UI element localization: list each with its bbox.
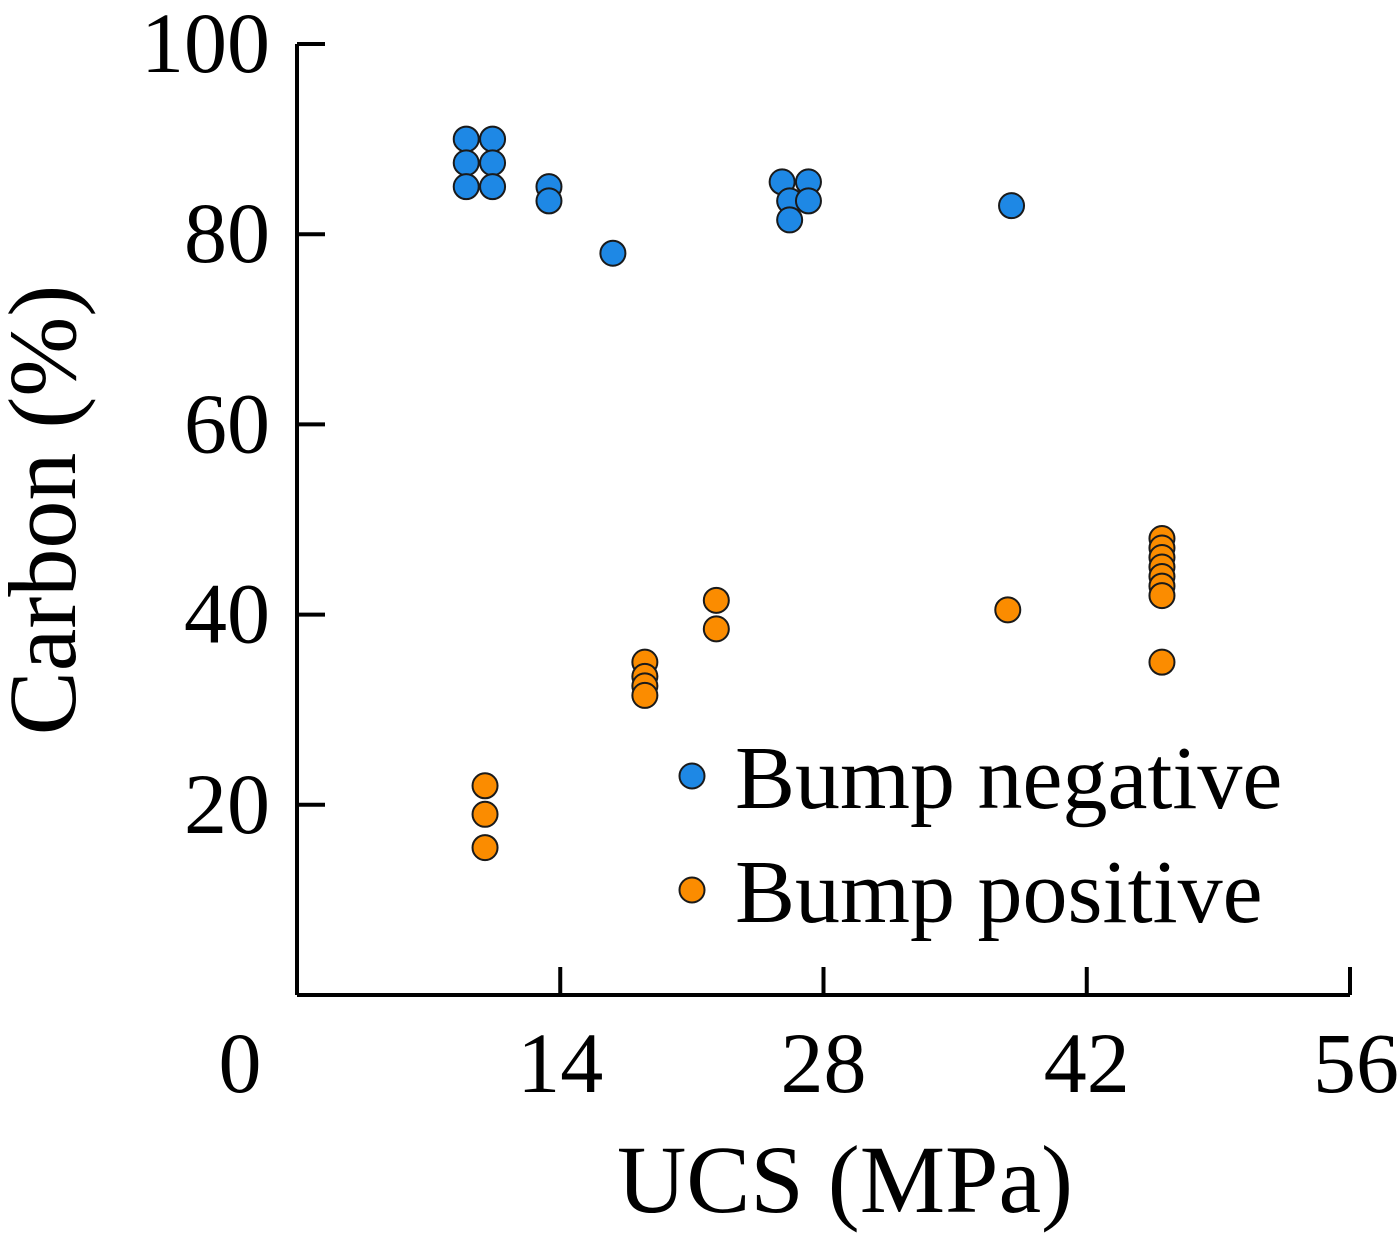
x-tick-label: 28: [781, 1015, 867, 1111]
y-tick-label: 40: [184, 566, 270, 662]
y-axis-ticks: 20 40 60 80 100: [141, 0, 325, 852]
bump-negative-point: [998, 192, 1026, 220]
bump-positive-point: [471, 772, 499, 800]
bump-negative-point: [452, 173, 480, 201]
bump-negative-point: [794, 187, 822, 215]
x-tick-label: 56: [1313, 1015, 1399, 1111]
x-tick-label: 14: [517, 1015, 603, 1111]
bump-negative-point: [452, 125, 480, 153]
bump-positive-point: [1148, 648, 1176, 676]
bump-negative-point: [479, 125, 507, 153]
bump-negative-point: [776, 206, 804, 234]
bump-negative-point: [535, 187, 563, 215]
bump-positive-point: [1148, 582, 1176, 610]
x-tick-label: 42: [1044, 1015, 1130, 1111]
bump-positive-point: [994, 596, 1022, 624]
bump-negative-point: [479, 149, 507, 177]
bump-positive-point: [702, 615, 730, 643]
y-axis-title: Carbon (%): [0, 285, 96, 736]
x-axis-ticks: 0 14 28 42 56: [219, 967, 1399, 1111]
y-tick-label: 20: [184, 756, 270, 852]
x-tick-label: 0: [219, 1015, 262, 1111]
bump-negative-point: [479, 173, 507, 201]
y-tick-label: 60: [184, 375, 270, 471]
data-points: [452, 125, 1176, 862]
legend-marker-bump-negative: [678, 762, 706, 790]
legend-marker-bump-positive: [678, 876, 706, 904]
bump-negative-point: [452, 149, 480, 177]
y-tick-label: 100: [141, 0, 270, 91]
legend-label-bump-negative: Bump negative: [735, 729, 1282, 828]
legend: Bump negative Bump positive: [678, 729, 1282, 942]
bump-positive-point: [471, 834, 499, 862]
bump-negative-point: [599, 239, 627, 267]
bump-positive-point: [702, 586, 730, 614]
bump-positive-point: [631, 681, 659, 709]
legend-label-bump-positive: Bump positive: [735, 843, 1263, 942]
x-axis-title: UCS (MPa): [617, 1126, 1073, 1233]
y-tick-label: 80: [184, 185, 270, 281]
bump-positive-point: [471, 800, 499, 828]
